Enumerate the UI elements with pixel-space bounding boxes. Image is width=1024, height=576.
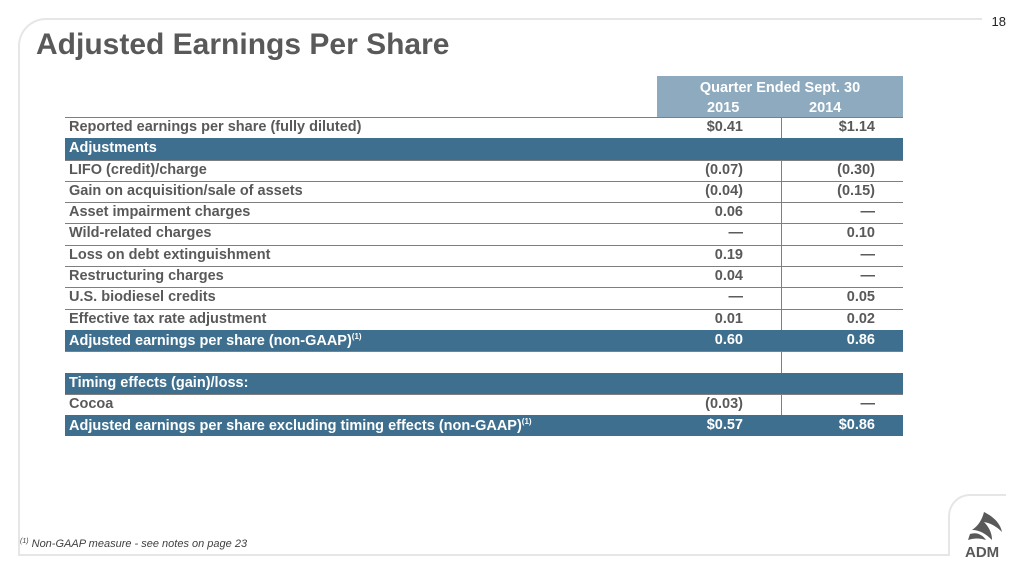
- value-2014: $1.14: [838, 119, 875, 135]
- table-row: Gain on acquisition/sale of assets (0.04)…: [65, 180, 903, 203]
- column-separator: [781, 160, 782, 181]
- footnote-reference: (1): [351, 331, 362, 341]
- header-year-2014: 2014: [809, 100, 842, 116]
- footnote-marker: (1): [20, 538, 29, 545]
- adm-logo: ADM: [962, 510, 1006, 564]
- slide-title: Adjusted Earnings Per Share: [36, 28, 450, 61]
- value-2014: (0.15): [837, 182, 875, 199]
- value-2014: —: [860, 204, 876, 221]
- slide-frame: [18, 18, 982, 556]
- value-2015: $0.41: [706, 119, 743, 135]
- footnote-text: Non-GAAP measure - see notes on page 23: [31, 538, 248, 550]
- value-2015: 0.06: [714, 204, 743, 221]
- table-row: Timing effects (gain)/loss:: [65, 372, 903, 394]
- row-label: Restructuring charges: [69, 268, 224, 284]
- row-label-text: Adjustments: [69, 140, 157, 157]
- value-2015: (0.07): [705, 161, 743, 178]
- row-label: Adjusted earnings per share (non-GAAP)(1…: [69, 332, 362, 349]
- value-2015: 0.01: [714, 310, 743, 327]
- row-label: Reported earnings per share (fully dilut…: [69, 119, 361, 135]
- value-2015: —: [728, 289, 744, 306]
- column-separator: [781, 118, 782, 139]
- value-2015: —: [728, 225, 744, 242]
- value-2015: (0.03): [705, 395, 743, 412]
- column-separator: [781, 267, 782, 288]
- row-label-text: U.S. biodiesel credits: [69, 289, 216, 306]
- value-2014: (0.30): [837, 161, 875, 178]
- value-2014: 0.05: [846, 289, 875, 306]
- table-row: Adjusted earnings per share excluding ti…: [65, 415, 903, 437]
- table-row: [65, 351, 903, 373]
- value-2014: 0.02: [846, 310, 875, 327]
- row-label: Cocoa: [69, 396, 113, 412]
- table-row: Effective tax rate adjustment 0.01 0.02: [65, 308, 903, 330]
- value-2014: $0.86: [838, 417, 875, 434]
- row-label: Adjustments: [69, 140, 157, 156]
- row-label-text: Adjusted earnings per share excluding ti…: [69, 418, 522, 435]
- table-row: Reported earnings per share (fully dilut…: [65, 117, 903, 139]
- row-label: Gain on acquisition/sale of assets: [69, 183, 303, 199]
- value-2014: —: [860, 268, 876, 285]
- adm-leaf-icon: [968, 512, 1002, 540]
- row-label-text: Loss on debt extinguishment: [69, 246, 271, 263]
- row-label-text: LIFO (credit)/charge: [69, 161, 207, 178]
- table-row: Wild-related charges — 0.10: [65, 223, 903, 245]
- value-2014: 0.86: [846, 331, 875, 348]
- value-2015: 0.60: [714, 331, 743, 348]
- table-header: Quarter Ended Sept. 30 2015 2014: [657, 76, 903, 117]
- row-label: Adjusted earnings per share excluding ti…: [69, 417, 532, 434]
- row-label: Asset impairment charges: [69, 204, 250, 220]
- table-row: U.S. biodiesel credits — 0.05: [65, 287, 903, 309]
- value-2014: —: [860, 395, 876, 412]
- column-separator: [781, 288, 782, 309]
- value-2015: 0.19: [714, 246, 743, 263]
- row-label-text: Cocoa: [69, 395, 114, 412]
- table-row: Adjusted earnings per share (non-GAAP)(1…: [65, 329, 903, 352]
- header-year-2015: 2015: [707, 100, 740, 116]
- slide-frame-bottom: [18, 554, 950, 556]
- value-2015: 0.04: [714, 268, 743, 285]
- logo-text: ADM: [965, 544, 1000, 561]
- row-label: Effective tax rate adjustment: [69, 311, 266, 327]
- value-2014: —: [860, 246, 876, 263]
- column-separator: [781, 181, 782, 203]
- value-2015: (0.04): [705, 182, 743, 199]
- row-label: U.S. biodiesel credits: [69, 289, 216, 305]
- row-label-text: Restructuring charges: [69, 268, 224, 285]
- row-label: Loss on debt extinguishment: [69, 247, 270, 263]
- row-label: Timing effects (gain)/loss:: [69, 375, 248, 391]
- column-separator: [781, 309, 782, 330]
- column-separator: [781, 352, 782, 373]
- row-label-text: Gain on acquisition/sale of assets: [69, 182, 303, 199]
- value-2015: $0.57: [706, 417, 743, 434]
- footnote: (1) Non-GAAP measure - see notes on page…: [20, 538, 247, 550]
- row-label-text: Timing effects (gain)/loss:: [69, 374, 249, 391]
- row-label-text: Reported earnings per share (fully dilut…: [69, 119, 362, 135]
- footnote-reference: (1): [521, 417, 532, 427]
- value-2014: 0.10: [846, 225, 875, 242]
- table-row: LIFO (credit)/charge (0.07) (0.30): [65, 159, 903, 181]
- row-label-text: Adjusted earnings per share (non-GAAP): [69, 332, 352, 349]
- row-label: Wild-related charges: [69, 225, 212, 241]
- page-number: 18: [991, 14, 1006, 29]
- earnings-table: Reported earnings per share (fully dilut…: [65, 117, 903, 437]
- column-separator: [781, 203, 782, 224]
- row-label-text: Effective tax rate adjustment: [69, 310, 267, 327]
- header-period: Quarter Ended Sept. 30: [699, 80, 861, 96]
- column-separator: [781, 224, 782, 245]
- row-label: LIFO (credit)/charge: [69, 162, 207, 178]
- slide-frame-corner: [948, 494, 1006, 556]
- table-row: Loss on debt extinguishment 0.19 —: [65, 244, 903, 267]
- table-row: Restructuring charges 0.04 —: [65, 266, 903, 288]
- column-separator: [781, 245, 782, 267]
- row-label-text: Wild-related charges: [69, 225, 212, 242]
- table-row: Adjustments: [65, 138, 903, 160]
- row-label-text: Asset impairment charges: [69, 204, 251, 221]
- table-row: Cocoa (0.03) —: [65, 393, 903, 416]
- table-row: Asset impairment charges 0.06 —: [65, 202, 903, 224]
- column-separator: [781, 394, 782, 416]
